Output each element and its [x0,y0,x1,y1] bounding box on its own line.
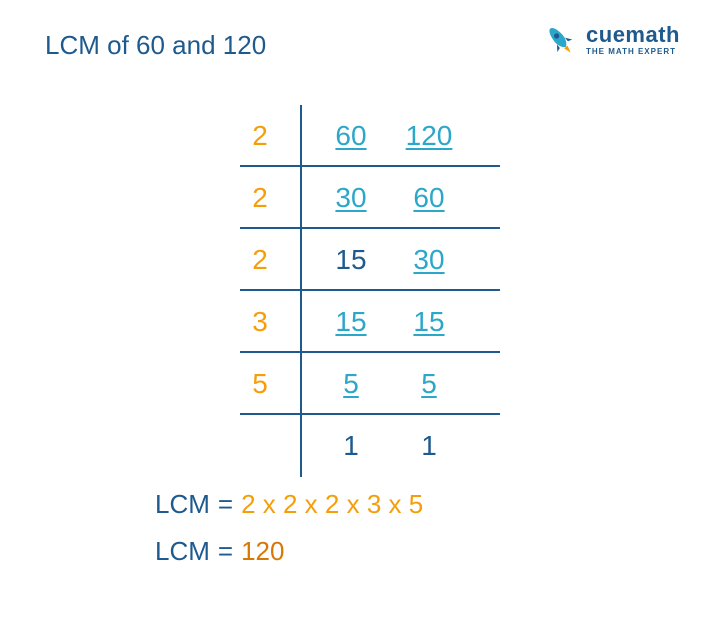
logo-text-group: cuemath THE MATH EXPERT [586,24,680,56]
ladder-row: 21530 [220,229,500,291]
divisor-cell: 5 [220,368,300,400]
result-factorization: LCM = 2 x 2 x 2 x 3 x 5 [155,481,423,528]
ladder-value: 1 [405,430,453,462]
equals-sign: = [218,481,233,528]
lcm-label: LCM [155,528,210,575]
ladder-row: 2 30 60 [220,167,500,229]
values-cell: 1515 [300,291,500,353]
divisor-cell: 2 [220,182,300,214]
values-cell: 60 120 [300,105,500,167]
ladder-value: 30 [405,244,453,276]
ladder-value: 30 [327,182,375,214]
values-cell: 1530 [300,229,500,291]
ladder-value: 5 [405,368,453,400]
ladder-row: 2 60 120 [220,105,500,167]
values-cell: 55 [300,353,500,415]
ladder-value: 15 [405,306,453,338]
ladder-row: 555 [220,353,500,415]
ladder-value: 120 [405,120,453,152]
divisor-cell: 2 [220,120,300,152]
values-cell: 30 60 [300,167,500,229]
results-block: LCM = 2 x 2 x 2 x 3 x 5 LCM = 120 [155,481,423,575]
ladder-final-row: 11 [220,415,500,477]
rocket-icon [542,22,578,58]
values-cell: 11 [300,415,500,477]
title-text: LCM of 60 and 120 [45,30,266,60]
ladder-value: 1 [327,430,375,462]
ladder-value: 5 [327,368,375,400]
lcm-value: 120 [241,528,284,575]
divisor-cell: 2 [220,244,300,276]
division-ladder: 26012023060215303151555511 [220,105,500,477]
logo-main: cuemath [586,24,680,46]
equals-sign: = [218,528,233,575]
ladder-value: 15 [327,306,375,338]
result-value: LCM = 120 [155,528,423,575]
page-title: LCM of 60 and 120 [45,30,266,61]
divisor-cell: 3 [220,306,300,338]
ladder-value: 15 [327,244,375,276]
lcm-label: LCM [155,481,210,528]
brand-logo: cuemath THE MATH EXPERT [542,22,680,58]
factorization-value: 2 x 2 x 2 x 3 x 5 [241,481,423,528]
ladder-row: 31515 [220,291,500,353]
ladder-value: 60 [405,182,453,214]
logo-sub: THE MATH EXPERT [586,48,680,56]
ladder-value: 60 [327,120,375,152]
